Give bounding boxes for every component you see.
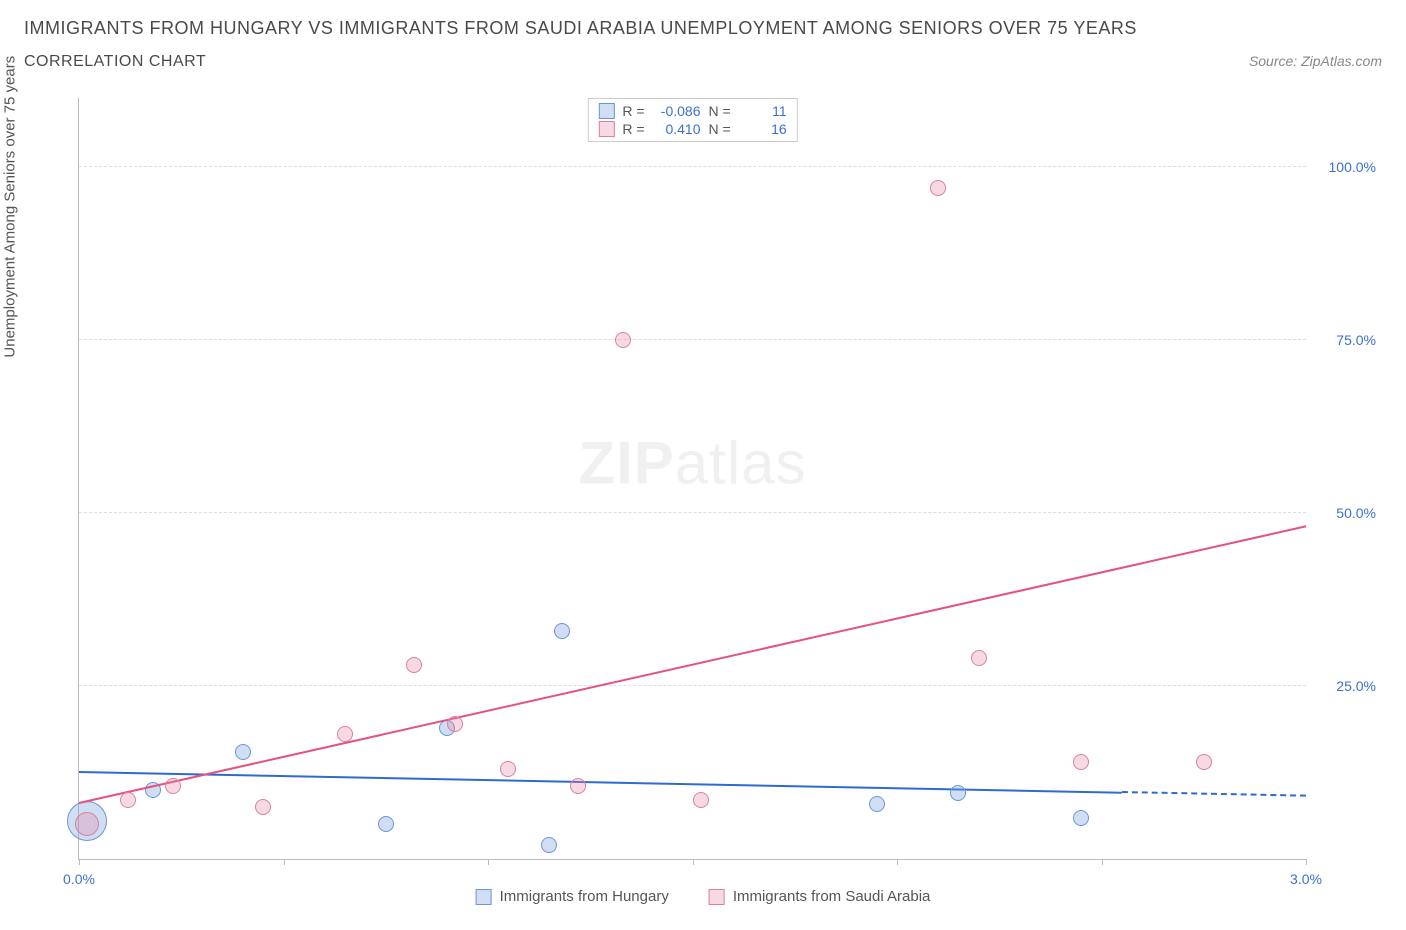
stat-n-label: N =: [709, 121, 731, 137]
stat-row: R = 0.410 N = 16: [598, 121, 786, 137]
chart-area: Unemployment Among Seniors over 75 years…: [20, 90, 1386, 910]
stat-r-label: R =: [622, 103, 644, 119]
trend-line-dashed: [1122, 791, 1306, 797]
data-point: [615, 332, 631, 348]
data-point: [378, 816, 394, 832]
legend-swatch: [598, 103, 614, 119]
x-tick-label: 0.0%: [63, 871, 95, 887]
stat-n-value: 16: [739, 121, 787, 137]
y-tick-label: 100.0%: [1316, 159, 1376, 175]
stat-r-value: -0.086: [653, 103, 701, 119]
legend-swatch: [476, 889, 492, 905]
y-tick-label: 50.0%: [1316, 505, 1376, 521]
data-point: [869, 796, 885, 812]
data-point: [1073, 810, 1089, 826]
legend-item: Immigrants from Hungary: [476, 888, 669, 905]
data-point: [500, 761, 516, 777]
chart-source: Source: ZipAtlas.com: [1249, 53, 1382, 69]
legend-label: Immigrants from Hungary: [500, 888, 669, 905]
x-tick: [1102, 859, 1103, 865]
data-point: [950, 785, 966, 801]
plot-area: R =-0.086N =11R =0.410N =16 ZIPatlas 25.…: [78, 98, 1306, 860]
x-tick: [897, 859, 898, 865]
legend-item: Immigrants from Saudi Arabia: [709, 888, 931, 905]
y-tick-label: 25.0%: [1316, 678, 1376, 694]
y-tick-label: 75.0%: [1316, 332, 1376, 348]
data-point: [971, 650, 987, 666]
data-point: [541, 837, 557, 853]
stat-n-value: 11: [739, 103, 787, 119]
data-point: [165, 778, 181, 794]
stat-r-value: 0.410: [653, 121, 701, 137]
data-point: [693, 792, 709, 808]
correlation-legend: R = -0.086 N = 11 R = 0.410 N = 16: [587, 98, 797, 142]
x-tick-label: 3.0%: [1290, 871, 1322, 887]
data-point: [930, 180, 946, 196]
data-point: [554, 623, 570, 639]
x-tick: [693, 859, 694, 865]
trend-line: [79, 525, 1306, 804]
stat-r-label: R =: [622, 121, 644, 137]
data-point: [75, 812, 99, 836]
gridline: [79, 685, 1306, 686]
x-tick: [284, 859, 285, 865]
data-point: [1073, 754, 1089, 770]
data-point: [255, 799, 271, 815]
data-point: [337, 726, 353, 742]
gridline: [79, 512, 1306, 513]
data-point: [406, 657, 422, 673]
gridline: [79, 166, 1306, 167]
x-tick: [1306, 859, 1307, 865]
legend-label: Immigrants from Saudi Arabia: [733, 888, 931, 905]
data-point: [235, 744, 251, 760]
legend-swatch: [709, 889, 725, 905]
data-point: [120, 792, 136, 808]
watermark: ZIPatlas: [578, 429, 806, 498]
data-point: [447, 716, 463, 732]
x-tick: [79, 859, 80, 865]
stat-n-label: N =: [709, 103, 731, 119]
chart-subtitle: CORRELATION CHART: [24, 53, 206, 71]
x-tick: [488, 859, 489, 865]
legend-swatch: [598, 121, 614, 137]
data-point: [1196, 754, 1212, 770]
series-legend: Immigrants from Hungary Immigrants from S…: [476, 888, 931, 905]
chart-title: IMMIGRANTS FROM HUNGARY VS IMMIGRANTS FR…: [24, 18, 1382, 39]
gridline: [79, 339, 1306, 340]
y-axis-label: Unemployment Among Seniors over 75 years: [2, 56, 19, 358]
stat-row: R = -0.086 N = 11: [598, 103, 786, 119]
chart-header: IMMIGRANTS FROM HUNGARY VS IMMIGRANTS FR…: [0, 0, 1406, 71]
data-point: [570, 778, 586, 794]
